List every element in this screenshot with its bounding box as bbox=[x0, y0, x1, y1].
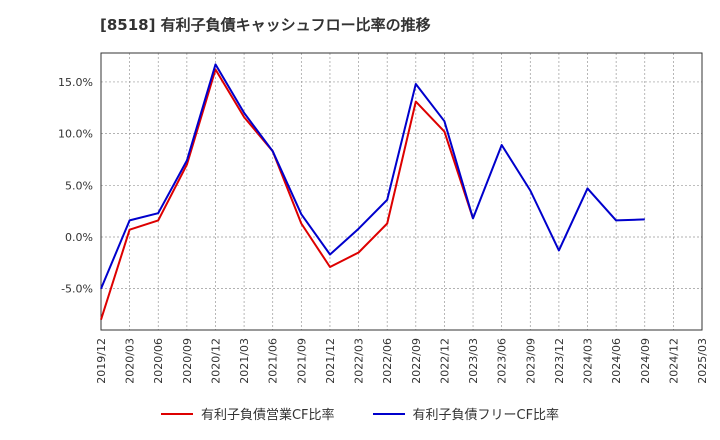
legend-swatch-free bbox=[372, 412, 405, 415]
y-tick-label: -5.0% bbox=[61, 283, 93, 296]
legend-label-operating: 有利子負債営業CF比率 bbox=[200, 408, 335, 423]
x-tick-label: 2021/09 bbox=[295, 338, 308, 384]
legend-item-operating: 有利子負債営業CF比率 bbox=[160, 404, 335, 423]
x-tick-label: 2023/09 bbox=[524, 338, 537, 384]
x-tick-label: 2021/03 bbox=[238, 338, 251, 384]
y-tick-label: 0.0% bbox=[65, 231, 93, 244]
legend-swatch-operating bbox=[160, 412, 193, 415]
x-tick-label: 2022/09 bbox=[410, 338, 423, 384]
x-tick-label: 2024/06 bbox=[610, 338, 623, 384]
chart-title: [8518] 有利子負債キャッシュフロー比率の推移 bbox=[100, 16, 431, 34]
series-line-free bbox=[100, 63, 645, 290]
y-tick-label: 10.0% bbox=[58, 128, 93, 141]
x-tick-label: 2022/12 bbox=[438, 338, 451, 384]
x-tick-label: 2020/09 bbox=[181, 338, 194, 384]
x-tick-label: 2022/06 bbox=[381, 338, 394, 384]
legend-item-free: 有利子負債フリーCF比率 bbox=[372, 404, 560, 423]
x-tick-label: 2024/03 bbox=[582, 338, 595, 384]
y-tick-label: 15.0% bbox=[58, 76, 93, 89]
series-line-operating bbox=[100, 68, 474, 321]
x-tick-label: 2023/12 bbox=[553, 338, 566, 384]
x-tick-label: 2022/03 bbox=[353, 338, 366, 384]
x-tick-label: 2025/03 bbox=[696, 338, 709, 384]
grid bbox=[100, 53, 703, 330]
x-tick-label: 2023/06 bbox=[496, 338, 509, 384]
x-tick-label: 2024/12 bbox=[667, 338, 680, 384]
plot-frame bbox=[100, 52, 703, 331]
x-tick-label: 2020/12 bbox=[209, 338, 222, 384]
series-lines bbox=[100, 63, 645, 321]
x-tick-label: 2019/12 bbox=[95, 338, 108, 384]
x-tick-label: 2024/09 bbox=[639, 338, 652, 384]
y-tick-label: 5.0% bbox=[65, 179, 93, 192]
x-tick-label: 2020/06 bbox=[152, 338, 165, 384]
legend-label-free: 有利子負債フリーCF比率 bbox=[412, 408, 560, 423]
legend: 有利子負債営業CF比率 有利子負債フリーCF比率 bbox=[0, 404, 720, 423]
x-tick-label: 2020/03 bbox=[124, 338, 137, 384]
axes: -5.0% 0.0% 5.0% 10.0% 15.0% 2019/12 2020/03 202… bbox=[58, 52, 709, 384]
x-tick-label: 2023/03 bbox=[467, 338, 480, 384]
x-tick-label: 2021/12 bbox=[324, 338, 337, 384]
x-tick-label: 2021/06 bbox=[267, 338, 280, 384]
